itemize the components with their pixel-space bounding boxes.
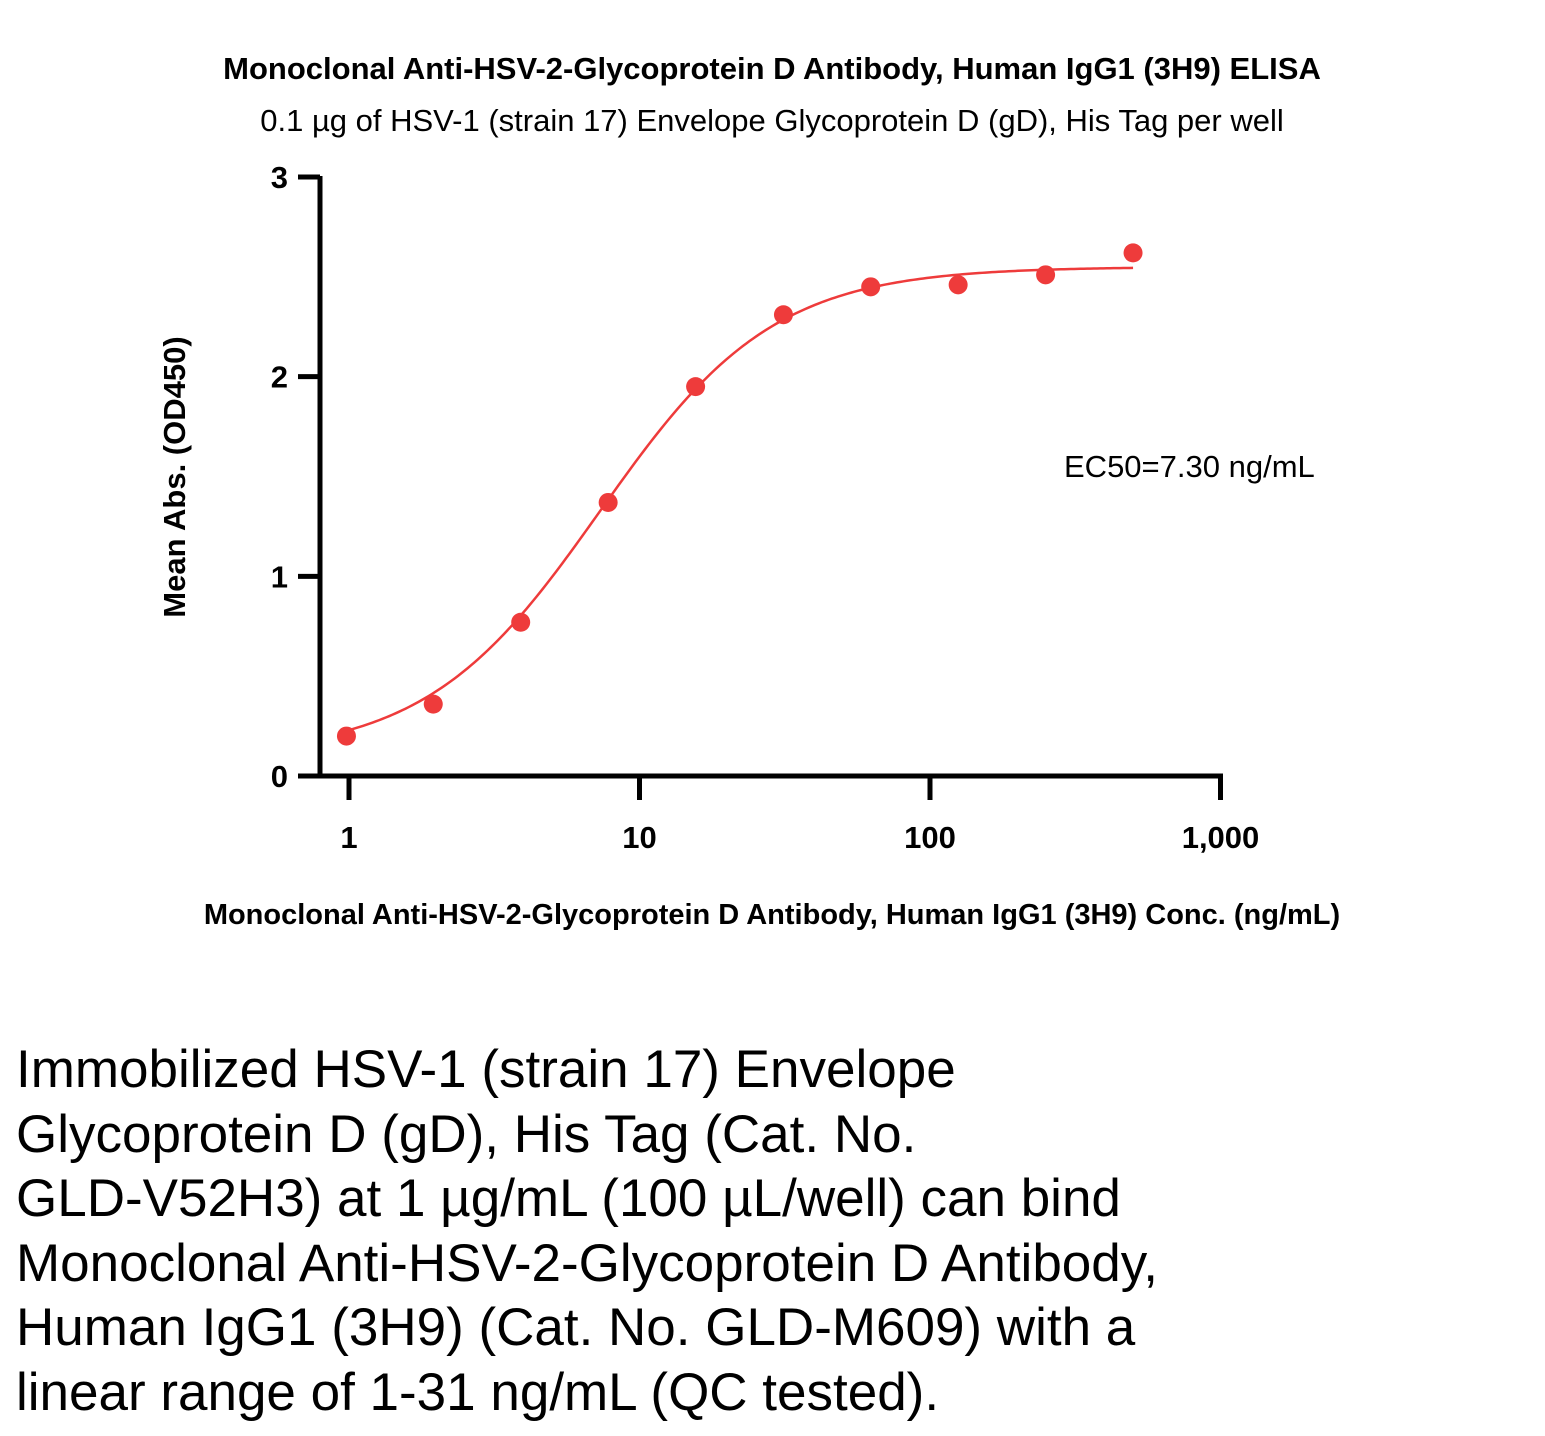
data-point xyxy=(336,726,356,746)
y-tick-label: 0 xyxy=(271,759,288,794)
caption-line: Monoclonal Anti-HSV-2-Glycoprotein D Ant… xyxy=(16,1233,1159,1293)
caption-line: GLD-V52H3) at 1 µg/mL (100 µL/well) can … xyxy=(16,1169,1121,1228)
data-points-layer xyxy=(336,243,1143,746)
data-point xyxy=(598,492,618,512)
fit-curve-layer xyxy=(346,266,1134,733)
figure-caption: Immobilized HSV-1 (strain 17) Envelope G… xyxy=(16,1038,1526,1425)
data-point xyxy=(686,377,706,397)
data-point xyxy=(423,694,443,714)
chart-title: Monoclonal Anti-HSV-2-Glycoprotein D Ant… xyxy=(223,51,1321,86)
axes: 0 1 2 3 1 10 100 1,000 xyxy=(271,160,1260,855)
x-tick-label: 1 xyxy=(340,820,357,855)
y-axis-label: Mean Abs. (OD450) xyxy=(157,336,192,617)
x-tick-label: 10 xyxy=(622,820,656,855)
x-axis-label: Monoclonal Anti-HSV-2-Glycoprotein D Ant… xyxy=(204,899,1340,931)
caption-line: Glycoprotein D (gD), His Tag (Cat. No. xyxy=(16,1104,917,1164)
chart-subtitle: 0.1 µg of HSV-1 (strain 17) Envelope Gly… xyxy=(260,103,1284,138)
data-point xyxy=(861,277,881,297)
caption-line: linear range of 1-31 ng/mL (QC tested). xyxy=(16,1362,940,1422)
caption-line: Immobilized HSV-1 (strain 17) Envelope xyxy=(16,1040,956,1099)
caption-line: Human IgG1 (3H9) (Cat. No. GLD-M609) wit… xyxy=(16,1298,1136,1357)
x-tick-label: 1,000 xyxy=(1182,820,1260,855)
data-point xyxy=(773,305,793,325)
data-point xyxy=(1123,243,1143,263)
ec50-annotation: EC50=7.30 ng/mL xyxy=(1064,449,1315,484)
data-point xyxy=(511,612,531,632)
data-point xyxy=(948,275,968,295)
x-tick-label: 100 xyxy=(904,820,956,855)
y-tick-label: 1 xyxy=(271,559,288,594)
data-point xyxy=(1036,265,1056,285)
elisa-chart: Monoclonal Anti-HSV-2-Glycoprotein D Ant… xyxy=(157,51,1340,931)
fit-curve xyxy=(346,266,1134,733)
y-tick-label: 3 xyxy=(271,160,288,195)
y-tick-label: 2 xyxy=(271,360,288,395)
